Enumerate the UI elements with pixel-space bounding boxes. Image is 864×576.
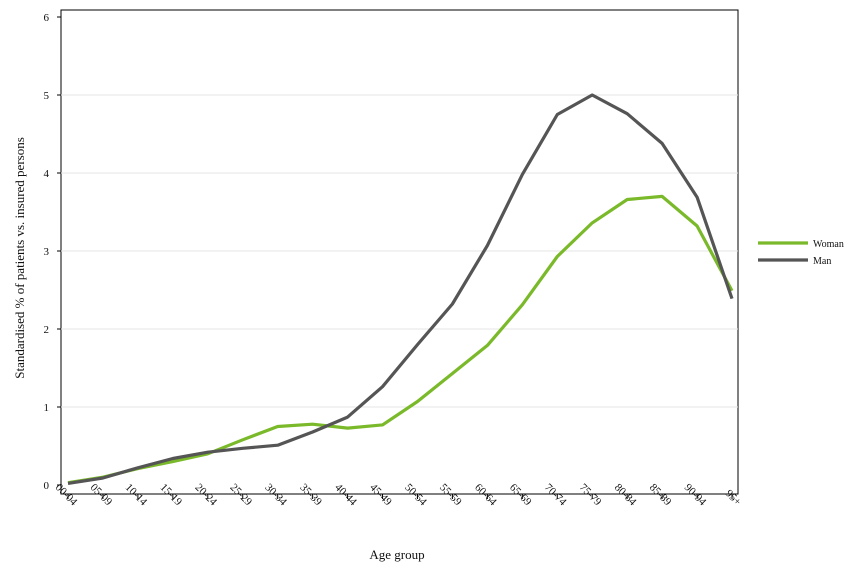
x-tick-label: 90-94 xyxy=(682,481,709,508)
x-tick-label: 05-09 xyxy=(88,481,115,508)
x-tick-label: 70-74 xyxy=(542,481,569,508)
x-tick-label: 65-69 xyxy=(507,481,534,508)
series-line-man xyxy=(67,93,734,485)
series-line-woman xyxy=(67,194,734,485)
y-axis-title: Standardised % of patients vs. insured p… xyxy=(12,137,27,379)
y-tick-label: 4 xyxy=(44,168,50,180)
x-tick-label: 80-84 xyxy=(612,481,639,508)
legend: Woman Man xyxy=(758,239,844,267)
legend-label-woman: Woman xyxy=(813,239,844,250)
gridlines xyxy=(61,94,738,408)
x-tick-label: 00-04 xyxy=(53,481,80,508)
y-tick-label: 6 xyxy=(44,12,50,24)
x-tick-label: 85-89 xyxy=(647,481,674,508)
x-axis: 00-04 05-09 10-14 15-19 20-24 25-29 30-34 35-39… xyxy=(53,481,744,508)
x-axis-title: Age group xyxy=(369,547,424,562)
x-tick-label: 20-24 xyxy=(193,481,220,508)
series-lines xyxy=(67,93,734,485)
x-tick-label: 25-29 xyxy=(227,481,254,508)
y-tick-label: 3 xyxy=(44,246,50,258)
plot-frame xyxy=(60,9,739,495)
y-axis: 0 1 2 3 4 5 6 xyxy=(44,12,61,492)
x-tick-label: 35-39 xyxy=(297,481,324,508)
y-tick-label: 5 xyxy=(44,90,50,102)
x-tick-label: 50-54 xyxy=(402,481,429,508)
x-tick-label: 55-59 xyxy=(437,481,464,508)
legend-label-man: Man xyxy=(813,256,831,267)
x-tick-label: 30-34 xyxy=(262,481,289,508)
x-tick-label: 10-14 xyxy=(123,481,150,508)
y-tick-label: 0 xyxy=(44,480,50,492)
x-tick-label: 45-49 xyxy=(367,481,394,508)
y-tick-label: 2 xyxy=(44,324,50,336)
x-tick-label: 60-64 xyxy=(472,481,499,508)
y-tick-label: 1 xyxy=(44,402,50,414)
x-tick-label: 95+ xyxy=(723,487,744,508)
x-tick-label: 15-19 xyxy=(158,481,185,508)
x-tick-label: 40-44 xyxy=(332,481,359,508)
x-tick-label: 75-79 xyxy=(577,481,604,508)
